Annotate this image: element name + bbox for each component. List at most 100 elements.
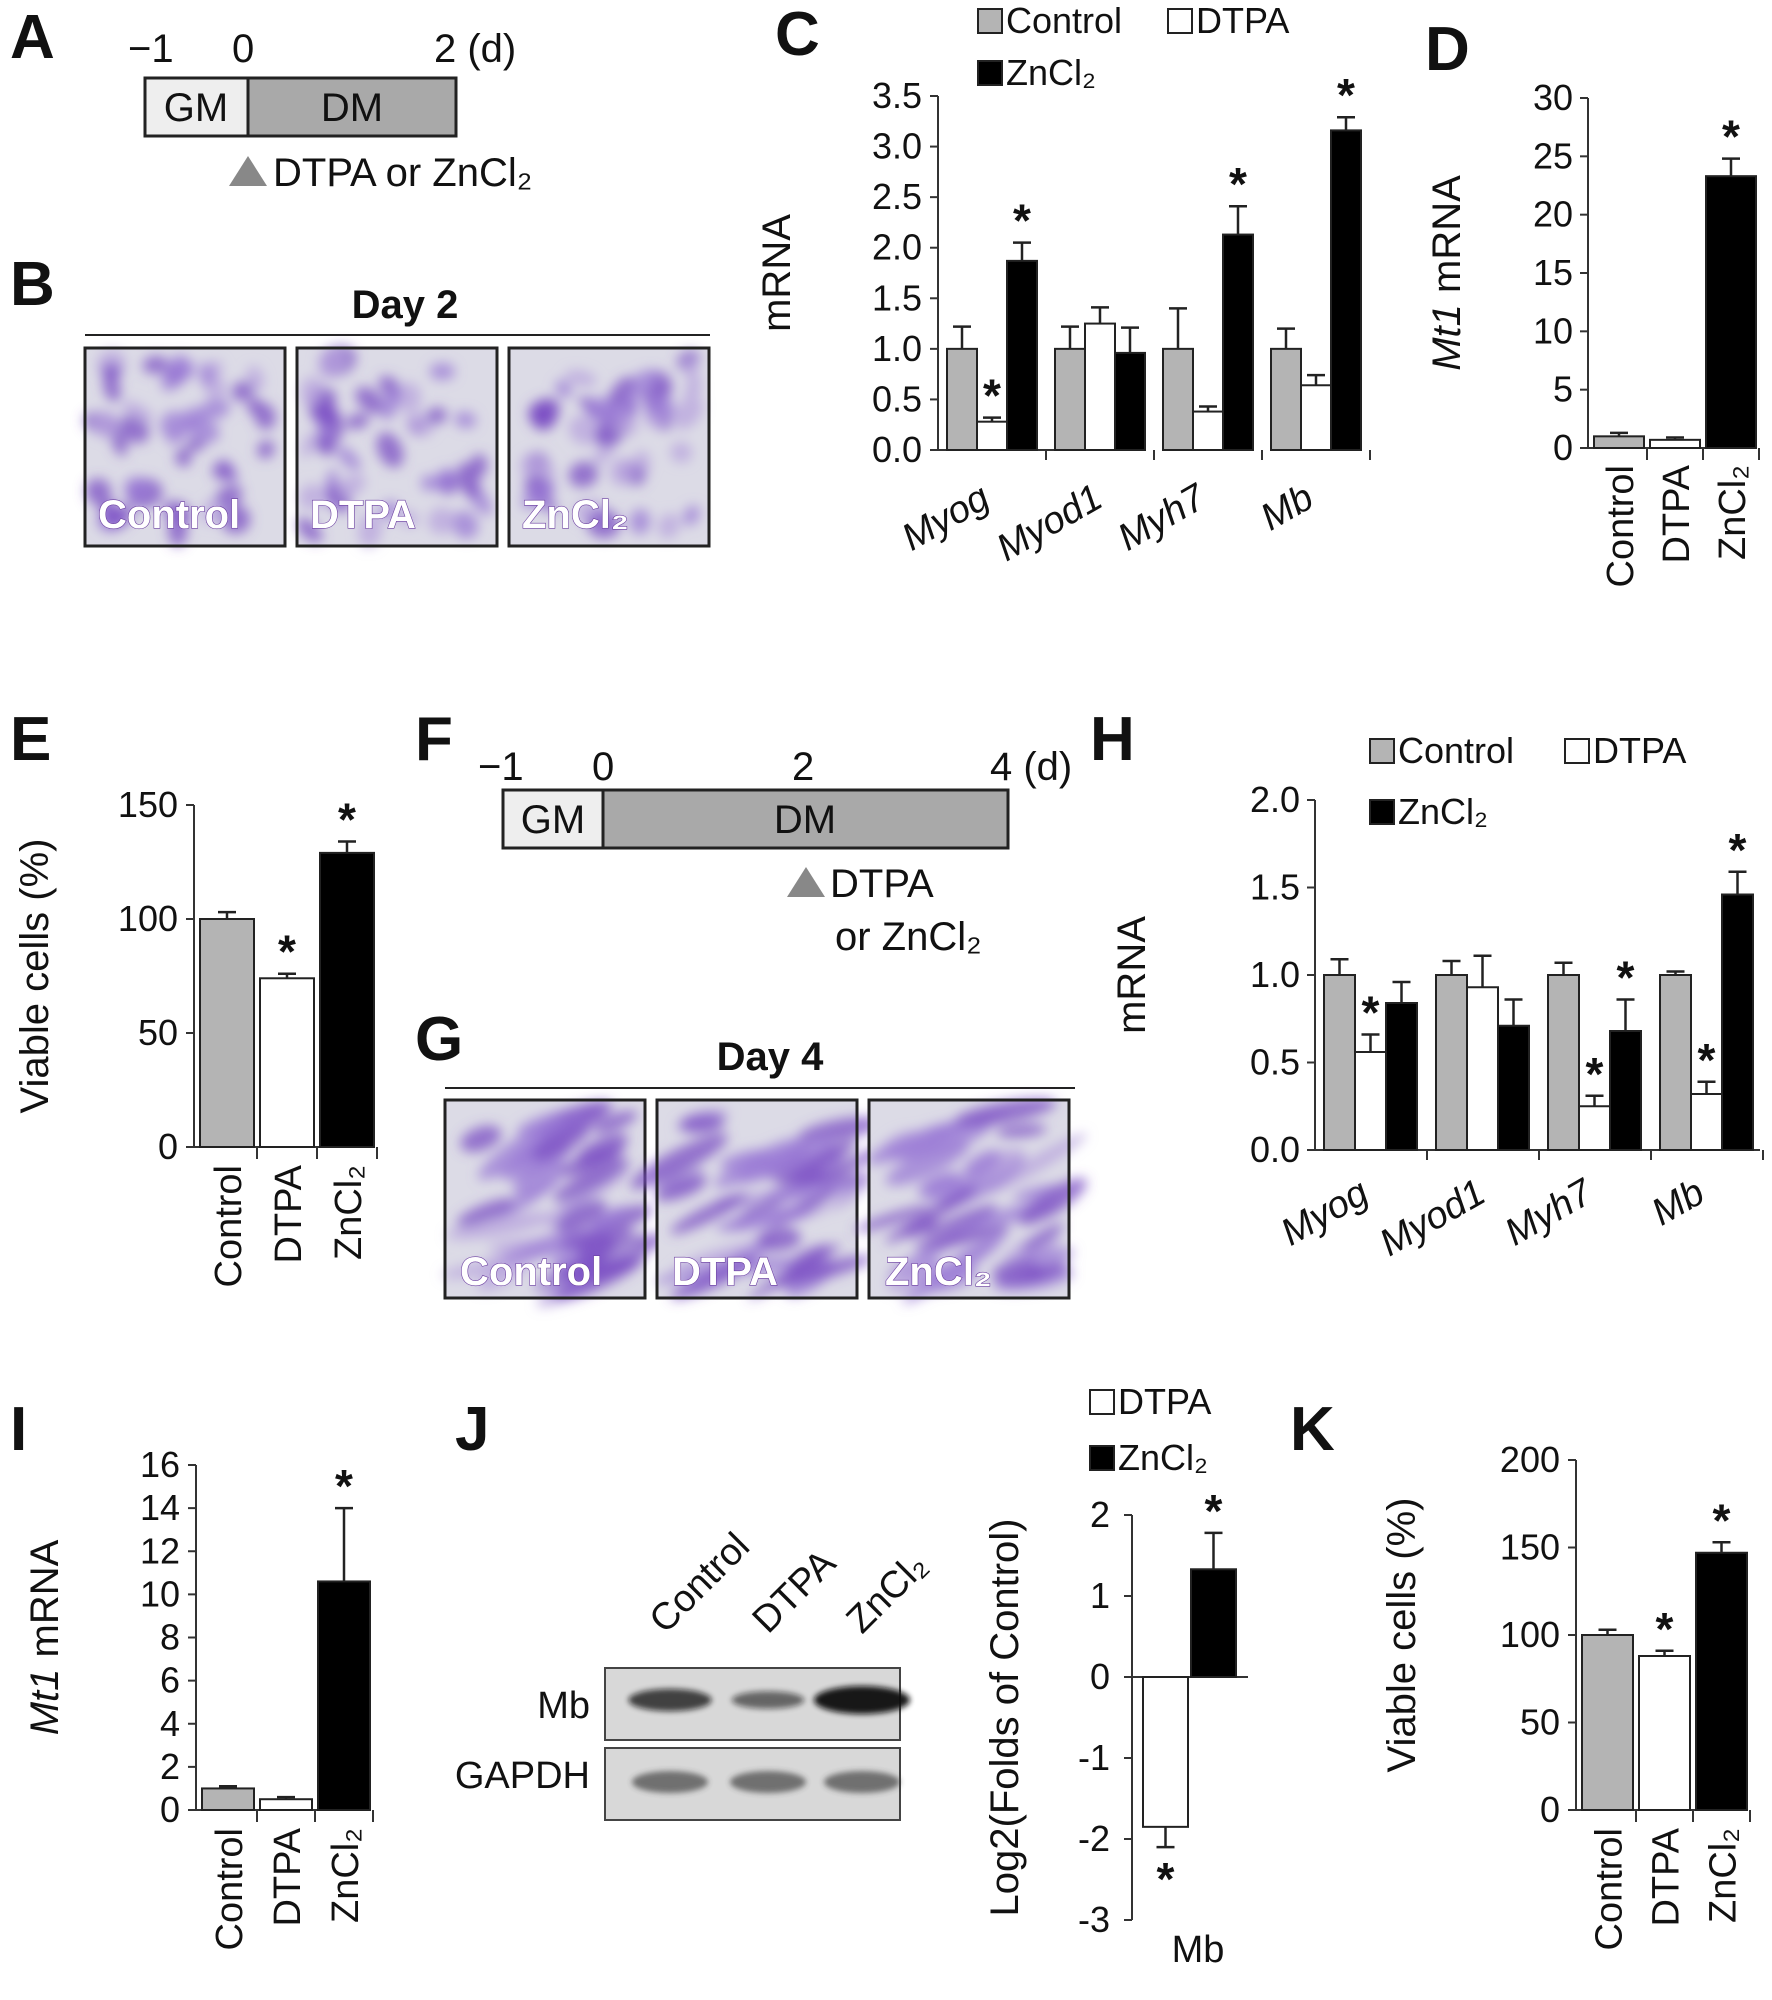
bar-myh7-zncl2-star: * [1617,952,1635,1004]
x-label-zncl2: ZnCl₂ [1703,1828,1745,1923]
cell-icon [300,376,324,407]
y-axis-title: Mt1 mRNA [1425,175,1469,371]
y-tick-label: 25 [1533,135,1573,176]
cell-icon [358,512,382,548]
cell-icon [478,1117,566,1180]
y-axis-title-gene: Mt1 [23,1669,67,1736]
cell-icon [161,354,188,392]
cell-icon [887,1260,933,1293]
x-label-dtpa: DTPA [1646,1827,1688,1926]
cell-icon [457,462,480,498]
cell-icon [792,1145,890,1193]
cell-icon [246,365,265,391]
blot-lane-label-zncl2: ZnCl₂ [839,1545,936,1642]
cell-icon [607,376,634,408]
bar-myh7-zncl2-star: * [1229,158,1247,210]
timeline-a-tick-0: 0 [232,27,254,71]
bar-zncl2-star: * [1722,111,1740,163]
cell-icon [299,484,325,510]
legend-label-zncl2: ZnCl₂ [1118,1437,1208,1478]
cell-icon [771,1255,873,1287]
cell-icon [772,1140,856,1184]
timeline-a-gm-label: GM [164,86,228,130]
x-label-control: Control [208,1165,250,1288]
y-tick-label: 1.0 [872,328,922,369]
cell-icon [670,1193,747,1234]
timeline-f-gm-box [501,788,605,850]
y-tick-label: 10 [1533,310,1573,351]
y-tick-label: 1.5 [872,277,922,318]
cell-icon [297,518,323,543]
cell-icon [963,1149,1001,1179]
bar-myh7-control [1162,347,1194,452]
cell-icon [924,1171,963,1193]
timeline-a-tick-minus1: −1 [128,27,174,71]
cell-icon [657,513,680,539]
cell-icon [1021,1223,1065,1252]
micrograph-frame [655,1098,859,1300]
micrograph-row-b [83,344,711,548]
y-tick-label: -3 [1078,1899,1110,1940]
y-tick-label: -2 [1078,1818,1110,1859]
cell-icon [679,1112,726,1134]
x-label-myog: Myog [1274,1171,1375,1254]
cell-icon [201,498,225,525]
bar-mb-dtpa [1690,1093,1723,1151]
panel-letter-h: H [1090,705,1135,774]
y-axis-title-gene: Mt1 [1425,304,1469,371]
bar-mb-dtpa [1300,384,1332,452]
cell-icon [477,1257,531,1291]
gray-triangle-icon [787,867,825,897]
cell-icon [555,1199,607,1234]
cell-icon [337,446,361,471]
bar-myog-dtpa [976,420,1008,451]
micrograph-cells [297,344,492,548]
micrograph-g-dtpa-label: DTPA [672,1250,778,1294]
timeline-f-gm-label: GM [521,798,585,842]
cell-icon [923,1204,998,1237]
cell-icon [576,1133,629,1165]
y-tick-label: 1 [1090,1575,1110,1616]
cell-icon [885,1140,970,1186]
cell-icon [987,1133,1087,1194]
bar-mb-control [1659,974,1692,1151]
panel-letter-j: J [455,1395,489,1464]
micrograph-frame [443,1098,647,1300]
cell-icon [670,1256,757,1300]
blot-band-gapdh-zncl2 [824,1771,900,1793]
cell-icon [626,369,659,398]
timeline-f-tick-0: 0 [592,745,614,789]
cell-icon [426,407,447,425]
bar-mb-zncl2-star: * [1205,1485,1223,1537]
y-tick-label: 12 [140,1530,180,1571]
cell-icon [748,1243,842,1300]
cell-icon [630,1133,729,1189]
bar-myod1-zncl2 [1114,351,1146,452]
timeline-f-dm-label: DM [774,798,836,842]
cell-icon [427,507,456,535]
x-label-mb: Mb [1645,1171,1712,1234]
chart-d: 0 5 10 15 20 25 30 Mt1 mRNA Control DTPA * ZnCl₂ [1425,77,1760,588]
micrograph-g-control-label: Control [460,1250,602,1294]
micrograph-cells [83,349,276,547]
bar-zncl2-star: * [335,1460,353,1512]
bar-zncl2-star: * [338,793,356,845]
chart-j: -3 -2 -1 0 1 2 Log2(Folds of Control) * * Mb DTPA Z… [983,1381,1248,1971]
micrograph-b-control-label: Control [98,493,240,537]
x-label-zncl2: ZnCl₂ [328,1165,370,1260]
cell-icon [142,355,168,374]
micrograph-cells [630,1108,890,1300]
cell-icon [531,397,561,426]
bar-myog-dtpa [1354,1051,1387,1151]
legend-label-dtpa: DTPA [1593,730,1686,771]
legend-swatch-dtpa [1564,738,1590,764]
y-axis-title: mRNA [755,214,799,332]
x-label-dtpa: DTPA [268,1164,310,1263]
gray-triangle-icon [229,156,267,186]
x-label-myog: Myog [895,476,996,559]
legend-label-zncl2: ZnCl₂ [1006,52,1096,93]
micrograph-dtpa [295,344,499,548]
